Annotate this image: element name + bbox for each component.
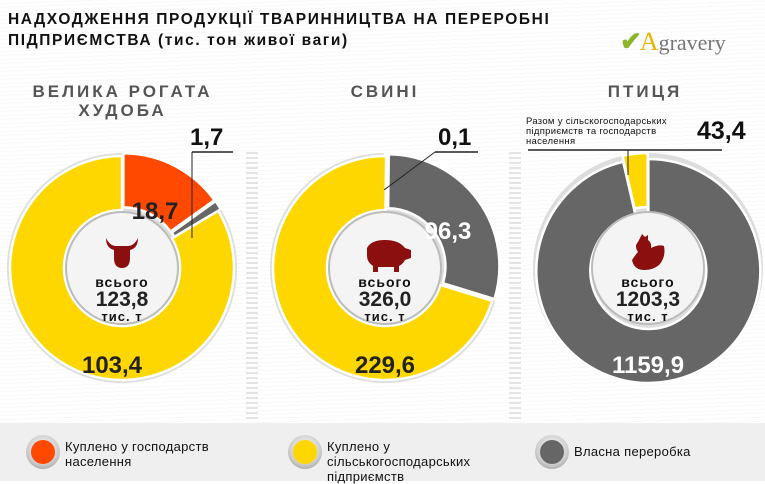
divider: [246, 152, 258, 422]
slice-own: [386, 152, 501, 301]
legend-swatch: [288, 435, 322, 469]
label-poultry-enterprises: 43,4: [697, 117, 746, 145]
label-cattle-enterprises: 103,4: [81, 352, 143, 379]
logo-text: Agravery: [639, 26, 726, 56]
legend-item-own: Власна переробка: [535, 435, 691, 469]
total-label: всього: [358, 274, 412, 290]
donut-center: [328, 211, 442, 325]
page-title: НАДХОДЖЕННЯ ПРОДУКЦІЇ ТВАРИННИЦТВА НА ПЕ…: [8, 11, 551, 49]
total-label: всього: [95, 274, 149, 290]
total-pigs: всього 326,0 тис. т: [325, 275, 445, 323]
check-icon: ✔: [620, 26, 642, 56]
total-value: 123,8: [95, 288, 149, 311]
label-pigs-own: 96,3: [424, 218, 472, 245]
total-unit: тис. т: [627, 309, 669, 324]
legend-item-households: Куплено у господарств населення: [26, 435, 265, 469]
legend: Куплено у господарств населення Куплено …: [0, 423, 765, 484]
chart-title-pigs: СВИНІ: [350, 82, 420, 101]
total-value: 1203,3: [615, 288, 681, 311]
chicken-icon: [630, 232, 666, 277]
total-cattle: всього 123,8 тис. т: [62, 275, 182, 323]
total-label: всього: [621, 274, 675, 290]
legend-label: Куплено у господарств населення: [65, 439, 209, 469]
logo: ✔ Agravery: [620, 26, 726, 57]
legend-item-enterprises: Куплено у сільськогосподарських підприєм…: [288, 435, 487, 484]
pig-icon: [359, 238, 411, 277]
slice-enterprises: [271, 154, 494, 382]
legend-swatch: [26, 435, 60, 469]
legend-label: Власна переробка: [574, 444, 691, 459]
legend-label: Куплено у сільськогосподарських підприєм…: [327, 439, 471, 484]
total-unit: тис. т: [364, 309, 406, 324]
label-poultry-own: 1159,9: [611, 352, 685, 379]
cow-icon: [102, 232, 142, 277]
label-cattle-own: 1,7: [190, 124, 224, 151]
label-pigs-households: 0,1: [438, 124, 472, 151]
total-poultry: всього 1203,3 тис. т: [588, 275, 708, 323]
label-pigs-enterprises: 229,6: [354, 352, 416, 379]
divider: [509, 152, 521, 422]
leader-line: [383, 151, 436, 191]
chart-title-cattle: ВЕЛИКА РОГАТА ХУДОБА: [32, 82, 213, 120]
total-value: 326,0: [358, 288, 412, 311]
slice-enterprises: [8, 154, 236, 382]
total-unit: тис. т: [101, 309, 143, 324]
chart-title-poultry: ПТИЦЯ: [607, 82, 683, 101]
slice-own: [535, 157, 762, 385]
poultry-note: Разом у сільскогосподарських підприємств…: [526, 116, 667, 147]
label-cattle-households: 18,7: [131, 198, 179, 225]
legend-swatch: [535, 435, 569, 469]
